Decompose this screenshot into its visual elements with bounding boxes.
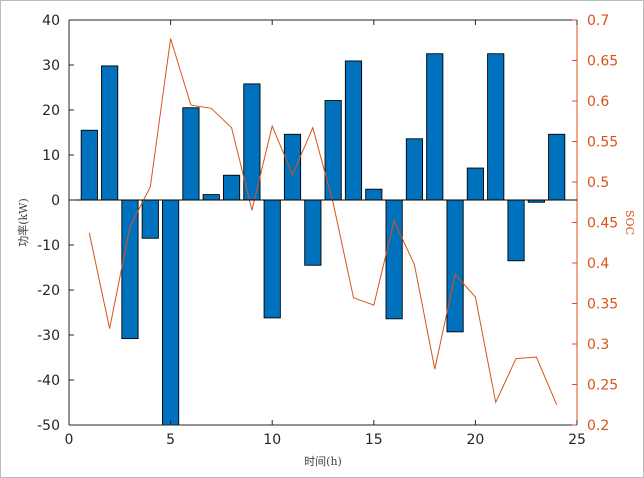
right-tick-label: 0.45: [587, 216, 618, 232]
power-bar: [243, 83, 261, 201]
left-tick-label: 20: [42, 103, 60, 119]
power-bar: [548, 133, 566, 201]
left-tick-label: 10: [42, 148, 60, 164]
right-tick-label: 0.6: [587, 94, 609, 110]
bottom-tick-label: 0: [65, 432, 74, 448]
right-tick-label: 0.65: [587, 54, 618, 70]
power-bar-series: [80, 53, 566, 426]
right-axis-ticks: 0.7 0.65 0.6 0.55 0.5 0.45 0.4 0.35 0.3 0.25 0.2: [572, 13, 618, 434]
bottom-tick-label: 5: [166, 432, 175, 448]
left-tick-label: 40: [42, 13, 60, 29]
x-axis-label: 时间(h): [304, 455, 342, 468]
power-bar: [507, 199, 525, 262]
power-bar: [182, 107, 200, 201]
power-bar: [202, 194, 220, 201]
soc-line: [88, 38, 558, 405]
power-bar: [487, 53, 505, 201]
power-bar: [121, 199, 139, 340]
power-bar: [263, 199, 281, 319]
left-tick-label: -10: [37, 238, 60, 254]
left-axis-ticks: 40 30 20 10 0 -10 -20 -30 -40 -50: [37, 13, 74, 434]
power-bar: [283, 133, 302, 201]
bottom-tick-label: 20: [466, 432, 484, 448]
power-bar: [365, 188, 383, 201]
left-tick-label: 0: [51, 193, 60, 209]
soc-line-series: [88, 38, 558, 405]
left-tick-label: 30: [42, 58, 60, 74]
right-tick-label: 0.2: [587, 418, 609, 434]
bottom-tick-label: 25: [568, 432, 586, 448]
right-tick-label: 0.55: [587, 135, 618, 151]
bottom-tick-label: 15: [365, 432, 383, 448]
left-y-axis-label: 功率(kW): [16, 198, 30, 247]
right-y-axis-label: SOC: [623, 210, 636, 235]
power-bar: [446, 199, 464, 333]
right-tick-label: 0.7: [587, 13, 609, 29]
power-bar: [344, 60, 363, 201]
power-bar: [141, 199, 159, 239]
power-bar: [405, 138, 424, 201]
left-tick-label: -30: [37, 328, 60, 344]
power-bar: [80, 129, 98, 201]
right-tick-label: 0.3: [587, 337, 609, 353]
right-tick-label: 0.5: [587, 175, 609, 191]
right-tick-label: 0.25: [587, 378, 618, 394]
right-tick-label: 0.4: [587, 256, 609, 272]
power-bar: [162, 199, 180, 426]
bottom-tick-label: 10: [263, 432, 281, 448]
axes: [68, 19, 578, 426]
power-bar: [222, 174, 241, 201]
bottom-axis-ticks: 0 5 10 15 20 25: [65, 20, 586, 448]
left-tick-label: -40: [37, 373, 60, 389]
right-tick-label: 0.35: [587, 297, 618, 313]
power-bar: [101, 65, 119, 201]
left-tick-label: -20: [37, 283, 60, 299]
power-bar: [304, 199, 322, 266]
power-bar: [466, 167, 484, 201]
power-bar: [324, 100, 342, 201]
left-tick-label: -50: [37, 418, 60, 434]
power-bar: [385, 199, 403, 320]
power-bar: [426, 53, 444, 201]
